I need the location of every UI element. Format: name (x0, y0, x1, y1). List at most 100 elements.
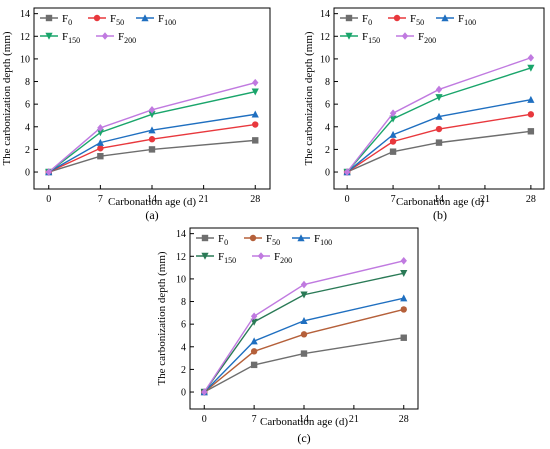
data-point-F0 (435, 139, 443, 146)
data-point-F50 (300, 331, 308, 338)
data-point-F0 (300, 350, 308, 357)
data-point-F150 (300, 291, 308, 299)
legend-label-subscript: 150 (368, 36, 380, 45)
legend: F0 F50 F100 F150 F200 (40, 13, 176, 45)
legend-marker (345, 14, 353, 22)
y-tick-label: 0 (25, 168, 30, 179)
x-tick-label: 0 (202, 414, 207, 425)
data-point-F100 (400, 294, 408, 302)
legend-item-F200: F200 (96, 31, 136, 45)
legend-label: F0 (218, 233, 228, 247)
legend-label: F200 (418, 31, 436, 45)
legend-label-subscript: 50 (416, 18, 424, 27)
legend-label-subscript: 200 (124, 36, 136, 45)
series-F100 (343, 95, 535, 176)
y-tick-label: 14 (20, 9, 30, 20)
data-point-F0 (250, 361, 258, 369)
legend-label-subscript: 50 (116, 18, 124, 27)
data-point-F50 (527, 111, 535, 118)
data-point-F200 (389, 109, 397, 118)
legend-marker (101, 32, 109, 40)
data-point-F50 (250, 348, 258, 355)
legend-marker (45, 32, 53, 40)
legend-marker (345, 32, 353, 40)
legend-marker (297, 234, 305, 242)
legend-label-subscript: 50 (272, 238, 280, 247)
legend-item-F0: F0 (340, 13, 372, 27)
y-tick-label: 14 (320, 9, 330, 20)
series-line-F0 (346, 130, 531, 173)
data-point-F100 (527, 95, 535, 103)
legend-item-F200: F200 (252, 251, 292, 265)
y-tick-label: 0 (181, 388, 186, 399)
legend-marker (401, 32, 409, 40)
data-point-F200 (343, 168, 351, 176)
legend-marker (201, 234, 209, 242)
y-axis-label: The carbonization depth (mm) (303, 31, 315, 165)
legend-label: F100 (314, 233, 332, 247)
x-axis-label: Carbonation age (d) (108, 196, 196, 208)
data-point-F100 (148, 126, 156, 134)
legend-label: F50 (266, 233, 280, 247)
legend-label: F200 (118, 31, 136, 45)
data-point-F100 (435, 112, 443, 120)
y-tick-label: 6 (325, 100, 330, 111)
legend-item-F150: F150 (340, 31, 380, 45)
data-point-F0 (400, 334, 407, 341)
legend-item-F100: F100 (136, 13, 176, 27)
data-point-F100 (300, 316, 308, 324)
series-F100 (200, 294, 408, 396)
legend-item-F150: F150 (40, 31, 80, 45)
legend-label: F150 (62, 31, 80, 45)
series-line-F50 (203, 308, 404, 393)
data-point-F150 (527, 64, 535, 72)
y-axis-label: The carbonization depth (mm) (156, 251, 168, 385)
legend-label-subscript: 0 (368, 18, 372, 27)
data-point-F50 (97, 145, 104, 152)
series-line-F100 (48, 113, 256, 173)
legend-item-F0: F0 (40, 13, 72, 27)
data-point-F100 (251, 110, 259, 118)
y-tick-label: 0 (325, 168, 330, 179)
series-F200 (343, 53, 535, 176)
y-tick-label: 12 (176, 252, 186, 263)
panel-label: (a) (145, 208, 158, 222)
series-line-F50 (48, 123, 256, 173)
data-point-F200 (400, 257, 407, 265)
data-point-F0 (148, 146, 156, 153)
legend-marker (201, 252, 209, 260)
legend-label: F150 (218, 251, 236, 265)
legend-label-subscript: 100 (464, 18, 476, 27)
data-point-F50 (400, 306, 407, 313)
series-F0 (201, 334, 407, 396)
series-line-F200 (48, 81, 256, 173)
x-tick-label: 21 (480, 194, 490, 205)
legend-marker (393, 14, 401, 22)
data-point-F200 (201, 388, 208, 396)
y-axis-label: The carbonization depth (mm) (1, 31, 13, 165)
x-tick-label: 28 (250, 194, 260, 205)
x-tick-label: 21 (349, 414, 359, 425)
x-tick-label: 7 (252, 414, 257, 425)
series-F200 (201, 257, 407, 396)
series-line-F200 (346, 57, 532, 173)
y-tick-label: 12 (20, 32, 30, 43)
data-point-F50 (252, 121, 259, 128)
legend-label-subscript: 0 (68, 18, 72, 27)
legend-item-F0: F0 (196, 233, 228, 247)
legend: F0 F50 F100 F150 F200 (196, 233, 332, 265)
y-tick-label: 8 (325, 77, 330, 88)
data-point-F50 (148, 136, 156, 143)
series-line-F100 (203, 297, 404, 393)
data-point-F150 (251, 88, 259, 96)
y-tick-label: 4 (181, 342, 186, 353)
legend-marker (249, 234, 257, 242)
y-tick-label: 2 (325, 145, 330, 156)
x-tick-label: 14 (434, 194, 444, 205)
y-tick-label: 2 (181, 365, 186, 376)
data-point-F150 (435, 94, 443, 102)
x-axis-label: Carbonation age (d) (260, 416, 348, 428)
y-tick-label: 10 (20, 54, 30, 65)
data-point-F200 (45, 168, 52, 176)
legend-label-subscript: 200 (424, 36, 436, 45)
